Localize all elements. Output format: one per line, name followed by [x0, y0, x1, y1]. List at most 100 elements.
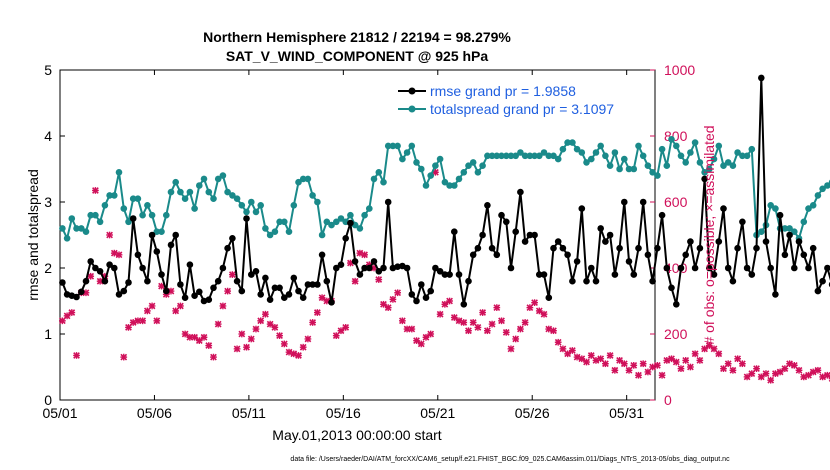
plot-area	[59, 69, 656, 401]
totalspread-point	[819, 185, 826, 193]
assimilated-point	[210, 353, 217, 361]
rmse-point	[196, 288, 203, 296]
totalspread-point	[333, 218, 340, 226]
rmse-point	[673, 301, 680, 308]
assimilated-point	[408, 325, 416, 333]
assimilated-point	[417, 340, 425, 348]
assimilated-point	[200, 333, 208, 341]
rmse-point	[370, 258, 378, 265]
totalspread-point	[375, 169, 383, 176]
totalspread-point	[809, 202, 817, 209]
rmse-point	[715, 238, 723, 245]
assimilated-point	[120, 353, 128, 361]
rmse-point	[243, 215, 250, 222]
assimilated-point	[720, 365, 727, 373]
assimilated-point	[422, 333, 430, 341]
assimilated-point	[535, 307, 543, 315]
assimilated-point	[247, 335, 255, 343]
assimilated-point	[58, 317, 66, 325]
totalspread-point	[205, 188, 213, 196]
totalspread-point	[691, 139, 699, 146]
rmse-point	[219, 264, 227, 272]
assimilated-point	[479, 309, 487, 316]
totalspread-point	[92, 211, 99, 219]
assimilated-point	[148, 302, 156, 310]
rmse-point	[819, 277, 826, 285]
totalspread-point	[281, 218, 288, 226]
rmse-point	[521, 238, 529, 245]
assimilated-point	[734, 355, 742, 363]
assimilated-point	[262, 310, 269, 318]
totalspread-point	[739, 152, 746, 160]
rmse-point	[805, 264, 812, 272]
assimilated-point	[214, 320, 222, 328]
totalspread-point	[484, 152, 491, 160]
assimilated-point	[705, 342, 713, 349]
rmse-point	[158, 271, 165, 278]
assimilated-point	[361, 251, 368, 259]
rmse-point	[248, 271, 255, 278]
totalspread-point	[602, 152, 609, 160]
totalspread-point	[559, 145, 567, 153]
rmse-point	[106, 261, 113, 269]
totalspread-point	[498, 152, 505, 160]
rmse-point	[299, 294, 307, 302]
rmse-point	[791, 264, 798, 272]
y2-tick-label: 1000	[664, 62, 695, 78]
assimilated-point	[465, 327, 472, 335]
rmse-point	[663, 264, 671, 272]
assimilated-point	[611, 366, 619, 374]
y2-tick-label: 800	[664, 128, 688, 144]
y-tick-label: 0	[44, 392, 52, 408]
y2-tick-label: 200	[664, 326, 688, 342]
x-tick-label: 05/01	[42, 405, 77, 421]
totalspread-point	[408, 142, 416, 150]
totalspread-point	[271, 228, 279, 235]
assimilated-point	[644, 368, 652, 376]
y-axis-label: rmse and totalspread	[25, 169, 41, 301]
rmse-point	[772, 291, 779, 298]
rmse-point	[224, 244, 231, 252]
totalspread-point	[781, 225, 789, 232]
rmse-point	[328, 299, 335, 306]
totalspread-point	[219, 172, 227, 179]
rmse-point	[479, 231, 486, 239]
assimilated-point	[342, 324, 350, 331]
assimilated-point	[550, 327, 557, 335]
rmse-point	[526, 231, 534, 239]
assimilated-point	[502, 328, 510, 336]
rmse-point	[649, 277, 656, 285]
rmse-point	[545, 294, 553, 302]
totalspread-point	[238, 202, 246, 209]
rmse-point	[120, 287, 128, 295]
rmse-point	[408, 291, 416, 298]
totalspread-point	[503, 152, 510, 160]
totalspread-point	[115, 169, 123, 176]
assimilated-point	[238, 330, 246, 338]
rmse-point	[295, 287, 302, 295]
rmse-point	[644, 251, 652, 259]
rmse-point	[536, 271, 543, 278]
rmse-point	[167, 241, 175, 249]
rmse-point	[384, 198, 392, 206]
rmse-point	[144, 277, 151, 285]
totalspread-point	[399, 155, 406, 163]
rmse-point	[191, 292, 198, 300]
rmse-point	[493, 251, 501, 259]
assimilated-point	[73, 352, 80, 359]
assimilated-point	[450, 314, 458, 321]
assimilated-point	[488, 320, 496, 328]
rmse-point	[762, 238, 770, 245]
rmse-point	[696, 244, 704, 252]
assimilated-point	[271, 324, 279, 331]
assimilated-point	[205, 342, 213, 349]
assimilated-point	[191, 333, 198, 341]
rmse-point	[73, 293, 80, 301]
totalspread-point	[814, 192, 822, 199]
assimilated-point	[762, 370, 770, 377]
totalspread-point	[630, 165, 638, 173]
legend-rmse-marker	[408, 87, 416, 95]
totalspread-point	[172, 178, 179, 186]
rmse-point	[748, 271, 756, 278]
totalspread-point	[134, 195, 142, 202]
